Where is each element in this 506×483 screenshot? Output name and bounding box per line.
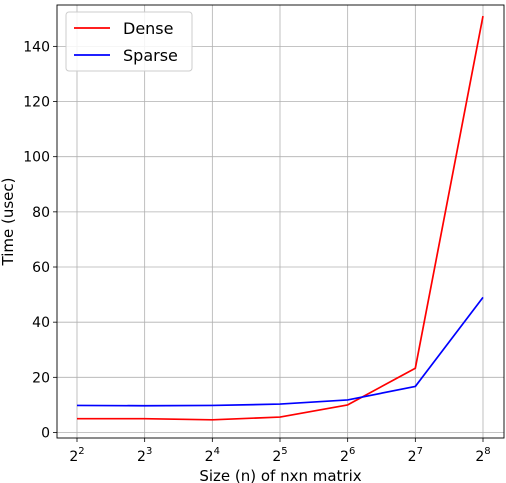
y-tick-label: 120: [23, 95, 50, 111]
y-tick-label: 0: [41, 425, 50, 441]
x-tick-label: 28: [475, 446, 490, 465]
y-tick-label: 60: [32, 260, 50, 276]
series-line-sparse: [76, 296, 484, 407]
legend-box: [65, 11, 193, 72]
x-axis-label: Size (n) of nxn matrix: [199, 467, 361, 483]
x-tick-label: 25: [272, 446, 287, 465]
grid-lines: [57, 5, 504, 438]
plot-frame: [56, 4, 505, 439]
x-tick-label: 22: [69, 446, 84, 465]
y-tick-label: 100: [23, 150, 50, 166]
legend-label-dense: Dense: [123, 19, 173, 38]
x-tick-label: 24: [205, 446, 220, 465]
y-tick-label: 40: [32, 315, 50, 331]
legend: Dense Sparse: [65, 11, 193, 72]
legend-label-sparse: Sparse: [123, 46, 178, 65]
series-line-dense: [77, 15, 484, 421]
series-layer: [76, 15, 484, 421]
y-tick-label: 20: [32, 370, 50, 386]
y-axis-label: Time (usec): [0, 178, 17, 267]
axis-ticks: 22 23 24 25 26 27 28 0 20 40 60 80 100 120 140: [23, 39, 490, 465]
x-tick-label: 27: [408, 446, 423, 465]
x-tick-label: 23: [137, 446, 152, 465]
y-tick-label: 140: [23, 39, 50, 55]
x-tick-label: 26: [340, 446, 355, 465]
y-tick-label: 80: [32, 205, 50, 221]
